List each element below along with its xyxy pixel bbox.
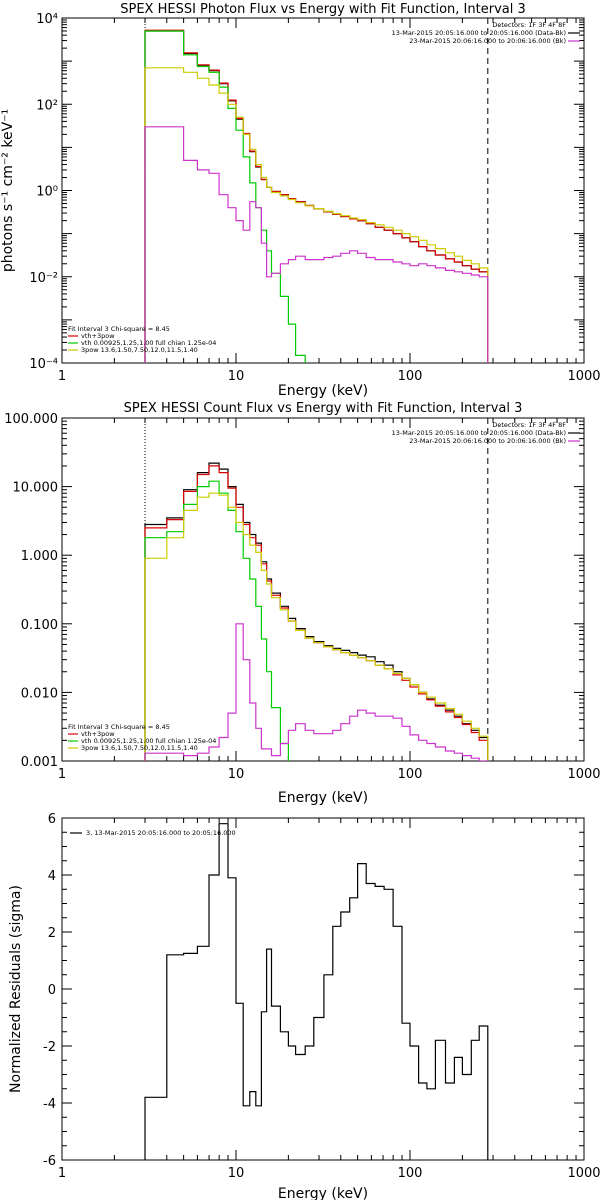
y-tick-label: 10⁻⁴ <box>29 357 58 372</box>
legend-entry-label: vth+3pow <box>81 730 115 738</box>
y-axis-label: photons s⁻¹ cm⁻² keV⁻¹ <box>0 109 16 272</box>
legend-entry-label: 3pow 13.6,1.50,7.50,12.0,11.5,1.40 <box>81 346 198 354</box>
y-tick-label: 100.000 <box>4 412 58 427</box>
y-tick-label: -2 <box>43 1040 56 1055</box>
legend-entry-label: vth+3pow <box>81 332 115 340</box>
series-line-vth <box>144 480 289 761</box>
series-line-vth <box>144 30 306 363</box>
y-axis-label: Normalized Residuals (sigma) <box>8 885 24 1093</box>
series-line-bk <box>144 126 489 363</box>
y-tick-label: 10⁰ <box>36 185 58 200</box>
photon-flux-chart: 1 10 100 1000 10⁻⁴ 10⁻² 10⁰ 10² 10⁴ SPEX HESSI Ph… <box>0 2 600 399</box>
series-group <box>144 823 489 1160</box>
count-flux-chart: 1 10 100 1000 0.001 0.010 0.100 1.000 10.000 100.… <box>4 401 600 806</box>
y-tick-label: -4 <box>43 1097 56 1112</box>
y-axis-ticks <box>62 17 584 364</box>
series-line-3pow <box>144 67 489 363</box>
x-tick-label: 10 <box>228 369 245 384</box>
x-tick-label: 1 <box>58 369 66 384</box>
x-tick-label: 10 <box>228 767 245 782</box>
legend-entry-label: 3, 13-Mar-2015 20:05:16.000 to 20:05:16.… <box>86 829 236 837</box>
y-tick-label: 0.100 <box>21 618 58 633</box>
x-tick-label: 100 <box>398 369 423 384</box>
x-tick-label: 1000 <box>567 369 600 384</box>
x-axis-ticks <box>61 418 577 761</box>
y-tick-label: 10.000 <box>13 481 59 496</box>
legend-entry-label: 13-Mar-2015 20:05:16.000 to 20:05:16.000… <box>392 29 566 37</box>
legend-header: Detectors: 1F 3F 4F 8F <box>492 21 566 29</box>
x-axis-label: Energy (keV) <box>278 1186 368 1200</box>
y-axis-ticks <box>62 417 584 762</box>
y-tick-label: 10⁴ <box>36 12 58 27</box>
series-group <box>144 462 489 761</box>
legend-header: Fit Interval 3 Chi-square = 8.45 <box>68 325 170 333</box>
x-axis-ticks <box>61 18 577 363</box>
y-tick-label: 10⁻² <box>29 271 58 286</box>
y-tick-label: 0.001 <box>21 755 58 770</box>
legend-header: Detectors: 1F 3F 4F 8F <box>492 421 566 429</box>
x-tick-label: 100 <box>398 1166 423 1181</box>
y-tick-label: 0.010 <box>21 686 58 701</box>
chart-title: SPEX HESSI Count Flux vs Energy with Fit… <box>124 401 523 416</box>
legend-entry-label: 3pow 13.6,1.50,7.50,12.0,11.5,1.40 <box>81 744 198 752</box>
legend-entry-label: 13-Mar-2015 20:05:16.000 to 20:05:16.000… <box>392 429 566 437</box>
residuals-chart: 1 10 100 1000 -6 -4 -2 0 2 4 6 Energy (keV) Normaliz… <box>8 812 600 1200</box>
series-line-bk <box>144 623 489 761</box>
legend-entry-label: 23-Mar-2015 20:06:16.000 to 20:06:16.000… <box>409 37 566 45</box>
legend-entry-label: vth 0.00925,1.25,1.00 full chian 1.25e-0… <box>81 339 216 347</box>
y-tick-label: 6 <box>48 812 56 827</box>
series-line-residuals <box>144 823 489 1160</box>
legend-entry-label: vth 0.00925,1.25,1.00 full chian 1.25e-0… <box>81 737 216 745</box>
chart-title: SPEX HESSI Photon Flux vs Energy with Fi… <box>120 2 526 17</box>
legend-entry-label: 23-Mar-2015 20:06:16.000 to 20:06:16.000… <box>409 437 566 445</box>
legend-header: Fit Interval 3 Chi-square = 8.45 <box>68 723 170 731</box>
x-tick-label: 1 <box>58 767 66 782</box>
x-tick-label: 10 <box>228 1166 245 1181</box>
x-axis-label: Energy (keV) <box>278 790 368 806</box>
y-tick-label: -6 <box>43 1154 56 1169</box>
series-group <box>144 29 489 363</box>
y-tick-label: 1.000 <box>21 549 58 564</box>
series-line-3pow <box>144 492 489 761</box>
plot-frame <box>61 417 585 762</box>
y-tick-label: 2 <box>48 926 56 941</box>
y-tick-label: 4 <box>48 869 56 884</box>
x-axis-label: Energy (keV) <box>278 383 368 399</box>
x-tick-label: 1000 <box>567 767 600 782</box>
y-axis-ticks <box>62 817 584 1161</box>
x-tick-label: 100 <box>398 767 423 782</box>
y-tick-label: 10² <box>36 98 58 113</box>
y-tick-label: 0 <box>48 983 56 998</box>
x-tick-label: 1 <box>58 1166 66 1181</box>
x-tick-label: 1000 <box>567 1166 600 1181</box>
